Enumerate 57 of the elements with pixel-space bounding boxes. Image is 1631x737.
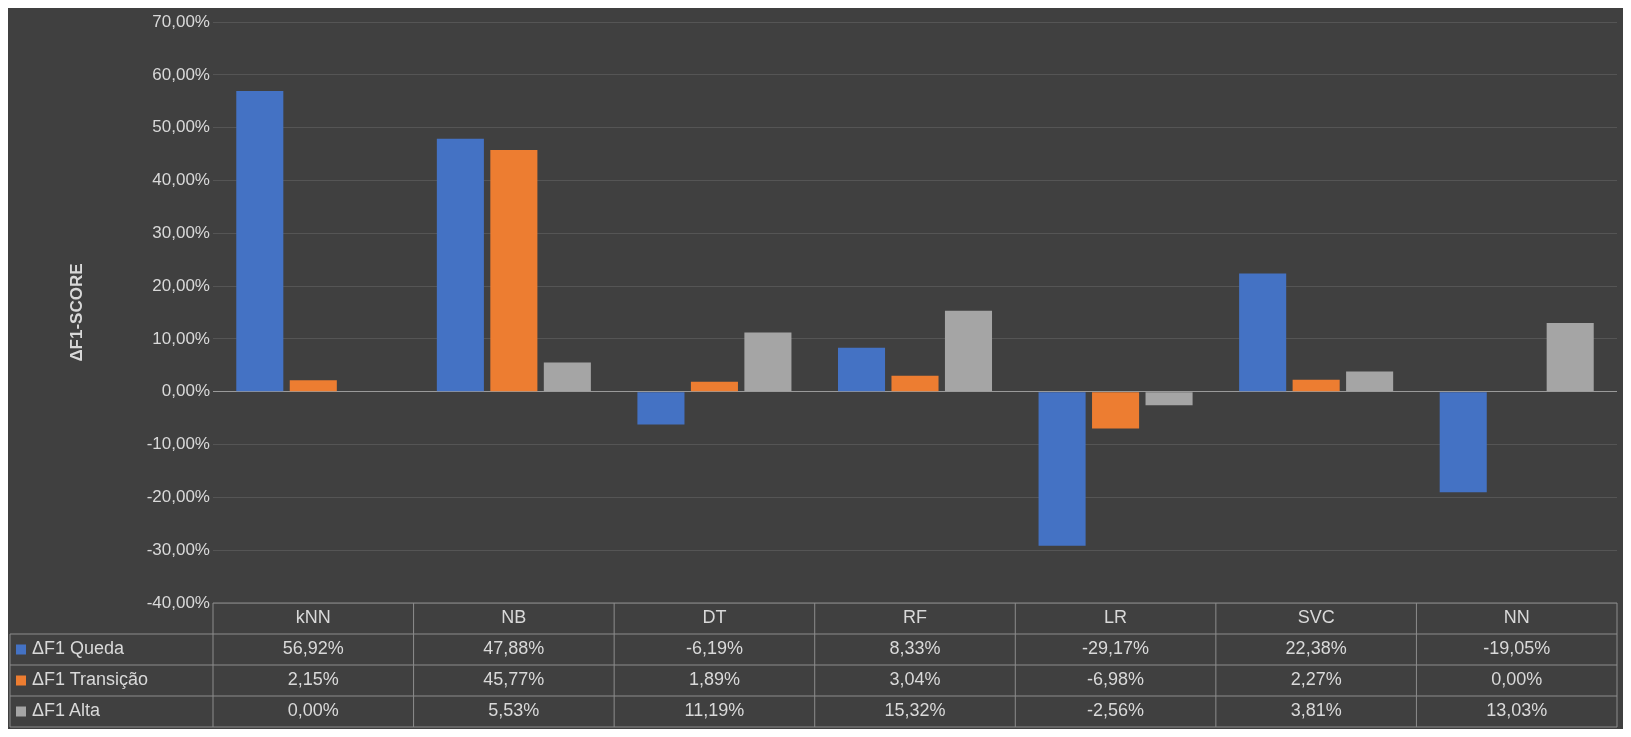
x-tick-label: SVC — [1297, 607, 1335, 628]
y-tick-label: 50,00% — [152, 117, 210, 137]
x-tick-label: LR — [1104, 607, 1128, 628]
bar — [289, 380, 337, 392]
data-label: 56,92% — [282, 638, 344, 659]
bar — [1038, 392, 1086, 546]
data-label: 45,77% — [483, 669, 545, 690]
y-tick-label: 40,00% — [152, 170, 210, 190]
bar — [490, 149, 538, 392]
data-label: -19,05% — [1483, 638, 1551, 659]
data-label: 13,03% — [1486, 700, 1548, 721]
data-label: 8,33% — [889, 638, 941, 659]
x-tick-label: DT — [702, 607, 727, 628]
y-axis-title: ΔF1-SCORE — [66, 263, 86, 362]
y-tick-label: -40,00% — [146, 592, 210, 612]
bar — [236, 91, 284, 392]
data-label: 15,32% — [884, 700, 946, 721]
data-label: 47,88% — [483, 638, 545, 659]
y-tick-label: -30,00% — [146, 539, 210, 559]
data-label: -29,17% — [1082, 638, 1150, 659]
data-label: 0,00% — [287, 700, 339, 721]
x-tick-label: NB — [501, 607, 527, 628]
data-label: -6,98% — [1087, 669, 1145, 690]
data-label: 3,04% — [889, 669, 941, 690]
legend-label: ΔF1 Queda — [32, 638, 126, 659]
bar — [436, 138, 484, 392]
legend-label: ΔF1 Transição — [32, 669, 149, 690]
y-tick-label: -10,00% — [146, 434, 210, 454]
y-tick-label: 70,00% — [152, 11, 210, 31]
data-label: 2,27% — [1290, 669, 1342, 690]
y-tick-label: 0,00% — [161, 381, 210, 401]
bar — [637, 392, 685, 425]
y-tick-label: 20,00% — [152, 275, 210, 295]
y-tick-label: -20,00% — [146, 487, 210, 507]
data-label: 3,81% — [1290, 700, 1342, 721]
bar — [1439, 392, 1487, 493]
x-tick-label: NN — [1503, 607, 1530, 628]
bar — [1092, 392, 1140, 429]
data-label: 2,15% — [287, 669, 339, 690]
data-label: 0,00% — [1491, 669, 1543, 690]
bar — [1292, 379, 1340, 392]
data-label: 22,38% — [1285, 638, 1347, 659]
data-label: 11,19% — [684, 700, 745, 721]
bar — [1239, 273, 1287, 392]
y-tick-label: 30,00% — [152, 222, 210, 242]
data-label: -2,56% — [1087, 700, 1145, 721]
data-label: 5,53% — [488, 700, 540, 721]
y-tick-label: 10,00% — [152, 328, 210, 348]
y-tick-label: 60,00% — [152, 64, 210, 84]
x-tick-label: RF — [903, 607, 927, 628]
data-label: 1,89% — [688, 669, 740, 690]
legend-label: ΔF1 Alta — [32, 700, 102, 721]
bar — [891, 375, 939, 392]
bar — [837, 347, 886, 392]
x-tick-label: kNN — [295, 607, 331, 628]
bar — [690, 381, 738, 392]
data-label: -6,19% — [685, 638, 743, 659]
